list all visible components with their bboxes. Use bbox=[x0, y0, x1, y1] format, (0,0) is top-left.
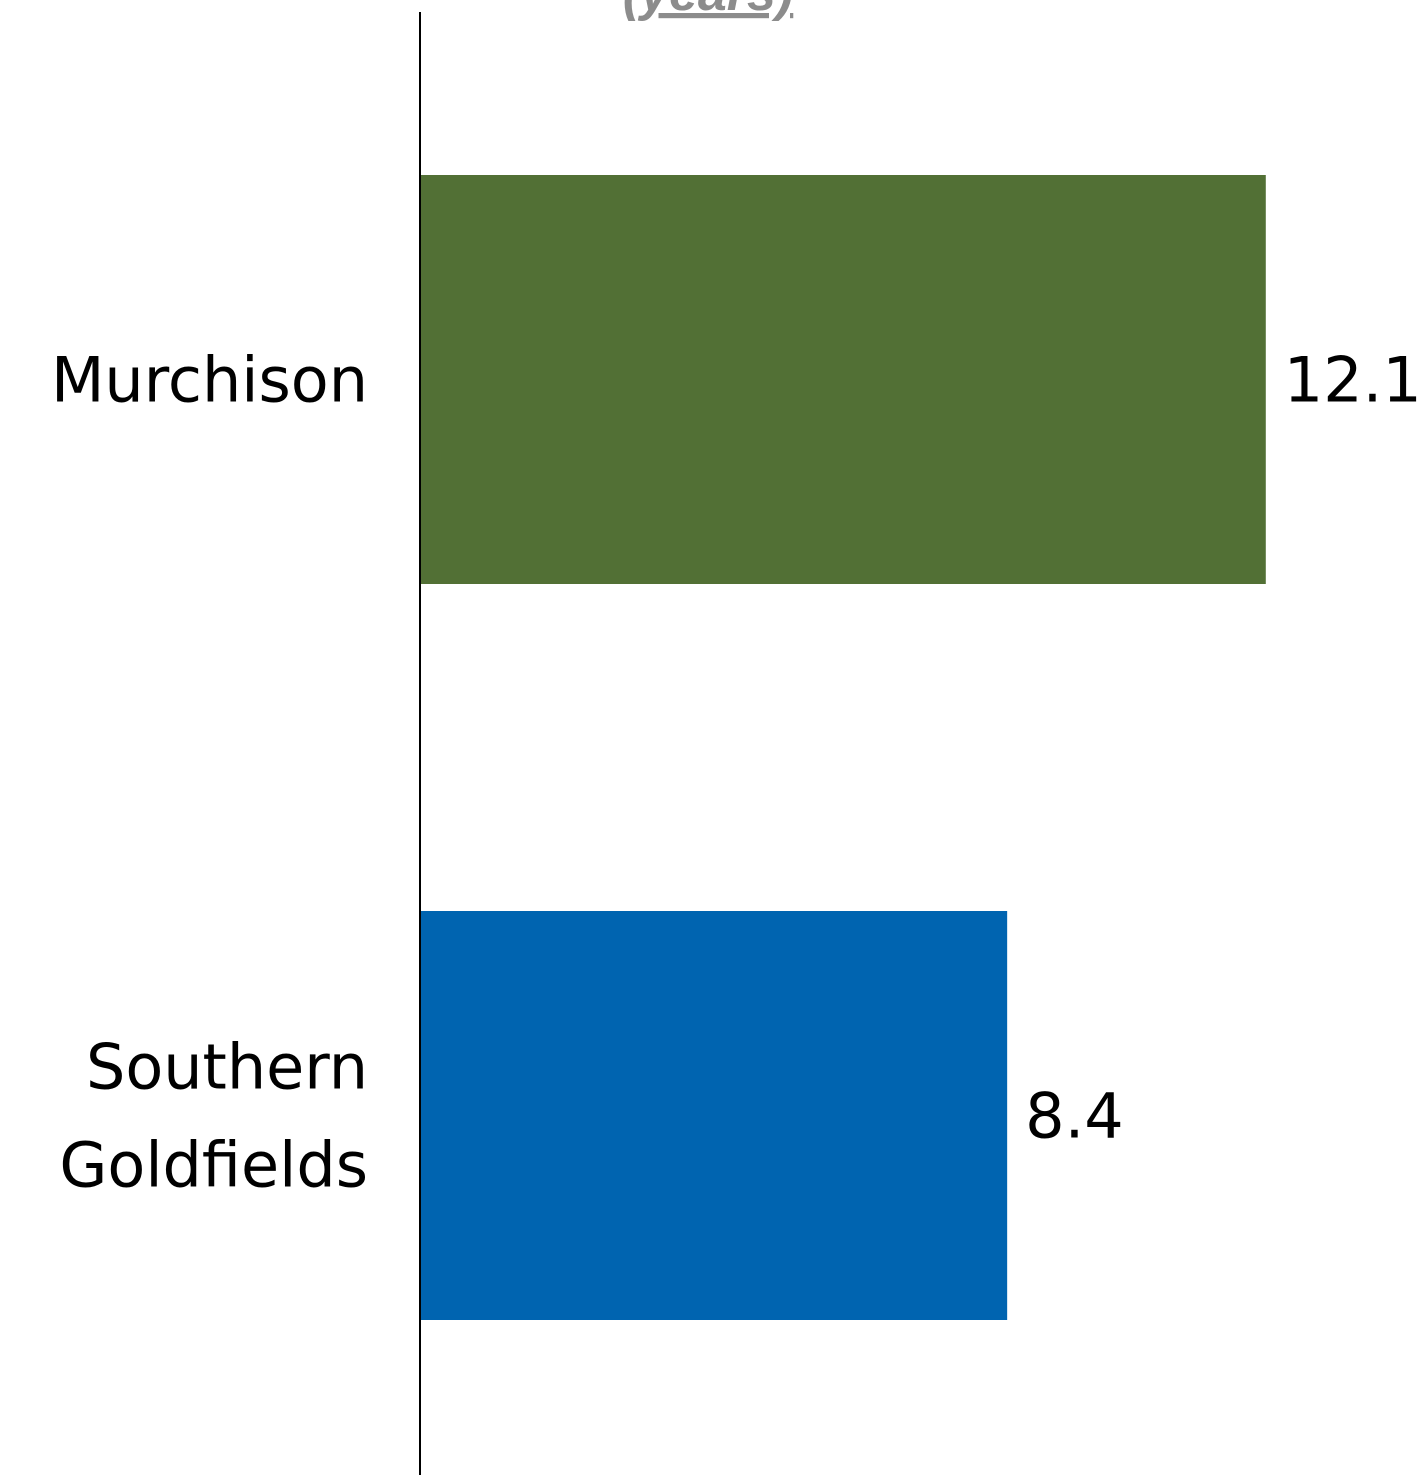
category-label-0-line-0: Murchison bbox=[51, 344, 368, 417]
bar-1 bbox=[420, 911, 1008, 1320]
category-label-1-line-1: Goldfields bbox=[59, 1129, 368, 1202]
data-label-0: 12.1 bbox=[1284, 344, 1420, 417]
bars-group: 12.1 Murchison 8.4 Southern Goldfields bbox=[51, 175, 1420, 1320]
chart-title: (years) bbox=[623, 0, 794, 22]
category-label-1-line-0: Southern bbox=[86, 1031, 368, 1104]
bar-0 bbox=[420, 175, 1266, 584]
data-label-1: 8.4 bbox=[1025, 1080, 1124, 1153]
